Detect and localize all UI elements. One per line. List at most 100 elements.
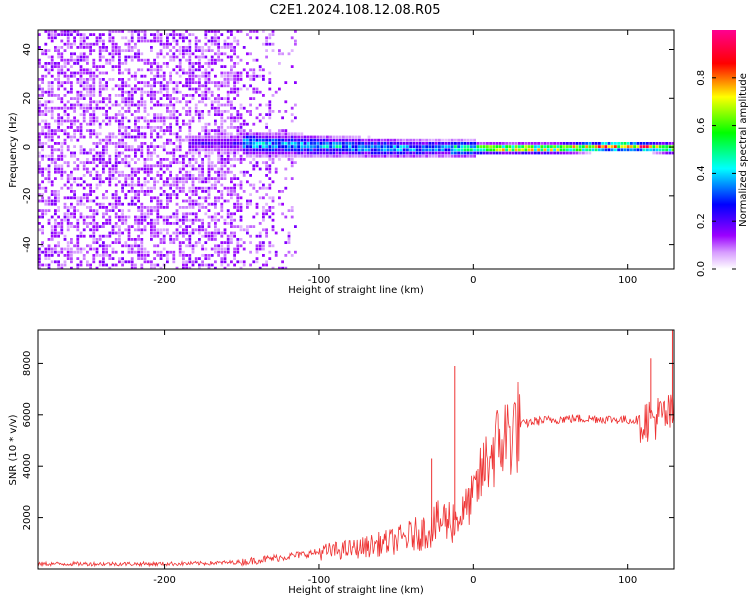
heatmap-cell [60, 151, 64, 155]
heatmap-cell [134, 116, 137, 120]
heatmap-cell [198, 180, 201, 184]
heatmap-cell [150, 218, 153, 222]
heatmap-cell [89, 74, 92, 78]
heatmap-cell [287, 154, 291, 158]
heatmap-cell [140, 74, 144, 78]
heatmap-cell [281, 151, 284, 155]
heatmap-cell [294, 135, 297, 139]
heatmap-cell [86, 94, 89, 97]
heatmap-cell [60, 52, 64, 56]
heatmap-cell [44, 263, 48, 267]
heatmap-cell [441, 142, 444, 145]
heatmap-cell [226, 154, 230, 158]
heatmap-cell [201, 148, 204, 152]
heatmap-cell [268, 164, 272, 168]
heatmap-cell [73, 42, 76, 46]
heatmap-cell [191, 193, 195, 196]
heatmap-cell [220, 257, 224, 260]
heatmap-cell [182, 174, 185, 177]
heatmap-cell [169, 215, 172, 219]
heatmap-cell [60, 247, 64, 251]
heatmap-cell [140, 190, 144, 193]
heatmap-cell [57, 135, 60, 139]
heatmap-cell [194, 212, 198, 216]
heatmap-cell [265, 126, 268, 129]
heatmap-cell [188, 65, 192, 68]
heatmap-cell [274, 142, 278, 145]
heatmap-cell [156, 228, 160, 232]
heatmap-cell [57, 126, 60, 129]
heatmap-cell [66, 164, 70, 168]
heatmap-cell [172, 68, 176, 72]
heatmap-cell [121, 263, 124, 267]
heatmap-cell [140, 212, 144, 216]
heatmap-cell [249, 132, 252, 136]
heatmap-cell [73, 30, 76, 33]
heatmap-cell [118, 49, 121, 52]
heatmap-cell [57, 170, 60, 174]
snr-y-tick-label: 8000 [22, 351, 33, 376]
heatmap-cell [143, 84, 147, 88]
heatmap-cell [367, 138, 371, 142]
heatmap-cell [134, 154, 137, 158]
heatmap-cell [102, 180, 105, 184]
heatmap-cell [98, 90, 102, 94]
heatmap-cell [518, 148, 521, 152]
heatmap-cell [118, 132, 121, 136]
heatmap-cell [95, 135, 99, 139]
heatmap-cell [169, 110, 172, 113]
heatmap-cell [57, 129, 60, 132]
heatmap-cell [159, 129, 163, 132]
heatmap-cell [182, 190, 185, 193]
heatmap-cell [105, 244, 108, 248]
heatmap-cell [121, 158, 124, 161]
heatmap-cell [182, 263, 185, 267]
heatmap-cell [137, 222, 140, 225]
heatmap-cell [223, 42, 227, 46]
heatmap-cell [153, 151, 156, 155]
heatmap-cell [150, 225, 153, 228]
heatmap-cell [57, 164, 60, 168]
heatmap-cell [188, 129, 192, 132]
heatmap-cell [297, 132, 300, 136]
heatmap-cell [60, 228, 64, 232]
heatmap-cell [111, 39, 115, 43]
heatmap-cell [47, 174, 51, 177]
heatmap-cell [562, 148, 566, 152]
heatmap-cell [335, 151, 339, 155]
heatmap-cell [79, 199, 83, 203]
heatmap-cell [143, 90, 147, 94]
heatmap-cell [41, 90, 44, 94]
heatmap-cell [73, 167, 76, 171]
heatmap-cell [201, 190, 204, 193]
heatmap-cell [582, 142, 585, 145]
heatmap-cell [121, 30, 124, 33]
heatmap-cell [230, 180, 233, 184]
heatmap-cell [217, 39, 220, 43]
heatmap-cell [258, 180, 262, 184]
heatmap-cell [246, 231, 249, 235]
heatmap-cell [361, 154, 364, 158]
heatmap-cell [268, 196, 272, 200]
heatmap-cell [255, 30, 259, 33]
heatmap-cell [572, 145, 576, 148]
heatmap-cell [188, 94, 192, 97]
heatmap-cell [156, 126, 160, 129]
heatmap-cell [162, 241, 166, 244]
heatmap-cell [73, 71, 76, 75]
heatmap-cell [137, 190, 140, 193]
heatmap-cell [249, 263, 252, 267]
heatmap-cell [140, 68, 144, 72]
heatmap-cell [175, 49, 179, 52]
heatmap-cell [127, 103, 131, 107]
heatmap-cell [140, 81, 144, 84]
heatmap-cell [76, 238, 80, 241]
heatmap-cell [198, 58, 201, 62]
heatmap-cell [377, 138, 380, 142]
heatmap-cell [146, 180, 150, 184]
heatmap-cell [406, 142, 409, 145]
heatmap-cell [313, 151, 316, 155]
heatmap-cell [182, 161, 185, 164]
heatmap-cell [102, 42, 105, 46]
heatmap-cell [402, 148, 406, 152]
